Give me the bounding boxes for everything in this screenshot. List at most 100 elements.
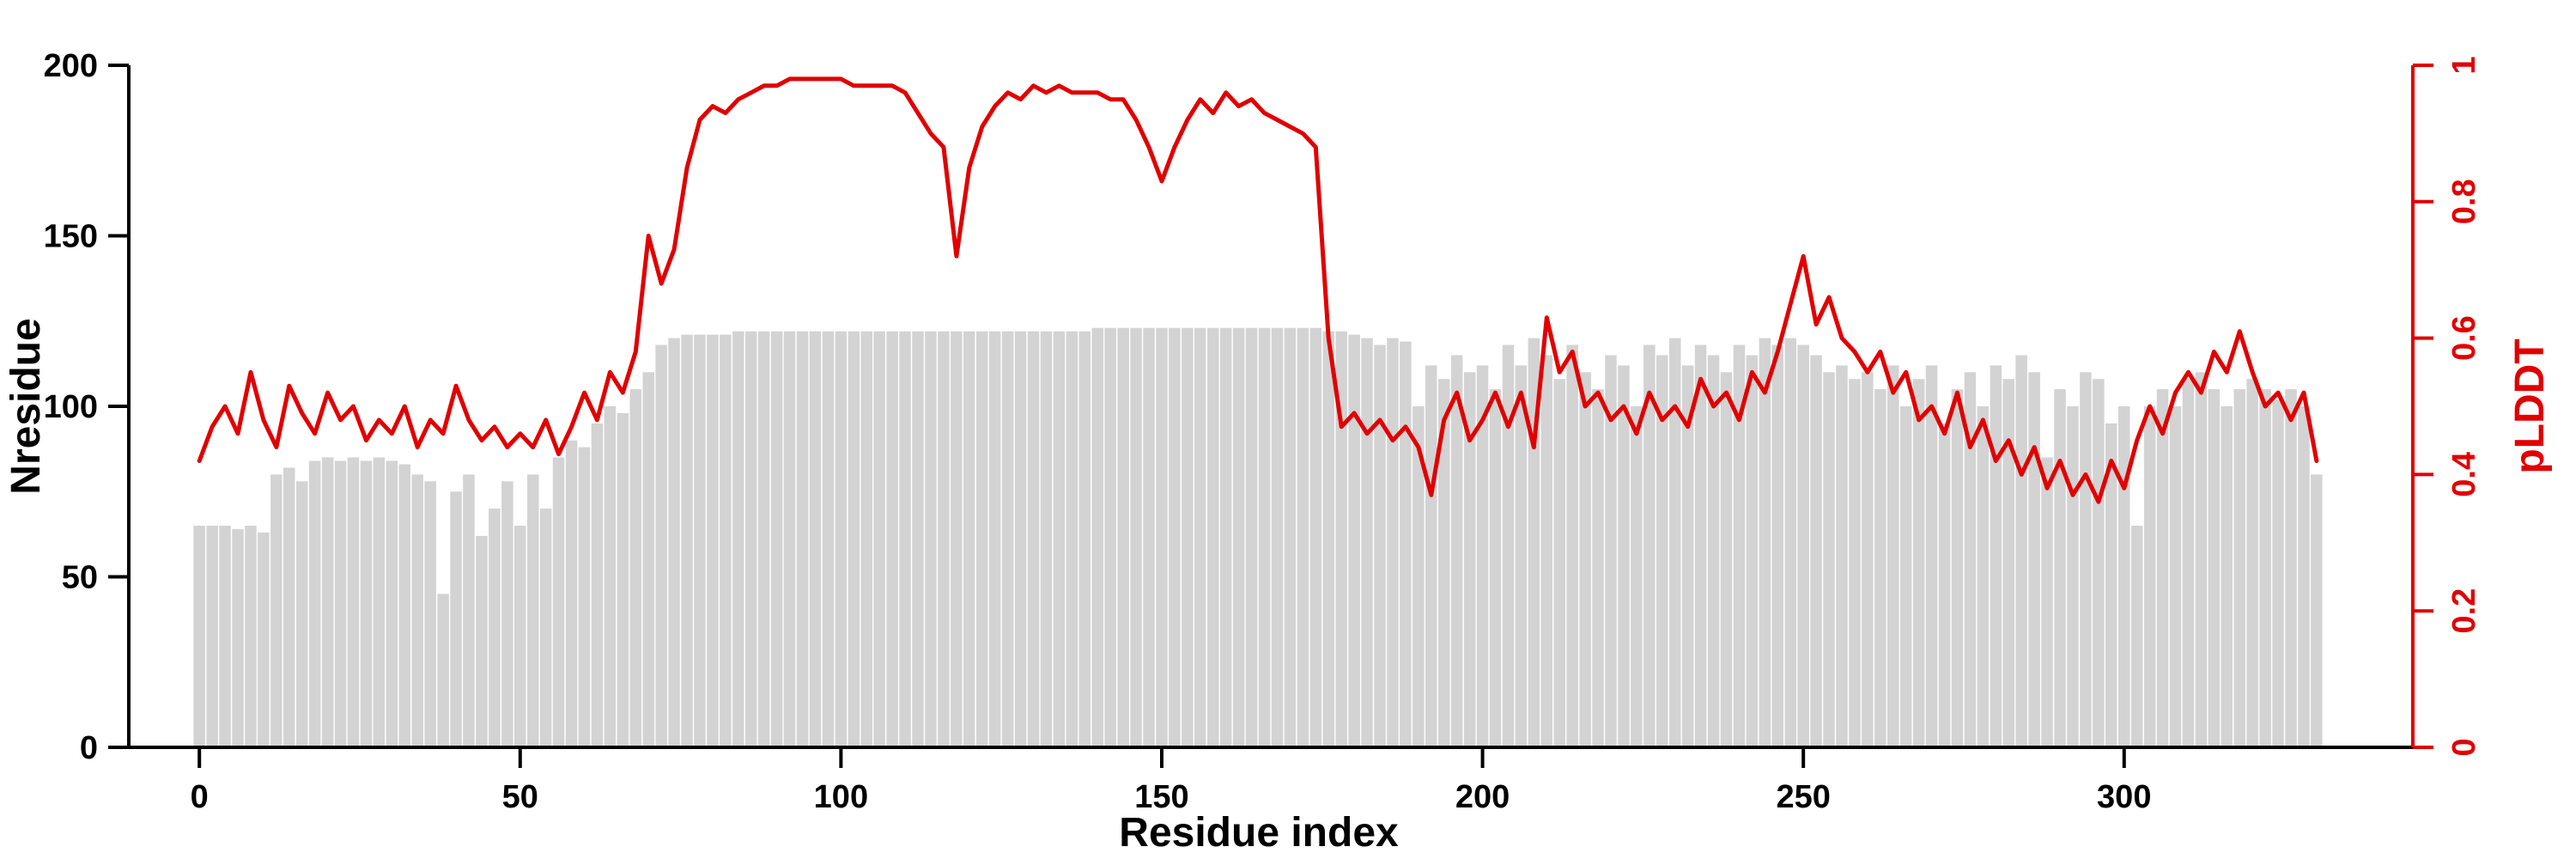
nresidue-bar	[2028, 372, 2040, 747]
nresidue-bar	[591, 423, 604, 747]
x-axis-ticks: 0 50 100 150 200 250 300	[191, 747, 2151, 815]
nresidue-bar	[604, 406, 617, 747]
nresidue-bar	[463, 474, 475, 747]
nresidue-bar	[1387, 338, 1399, 747]
nresidue-bar	[1605, 355, 1617, 747]
nresidue-bar	[1515, 365, 1528, 747]
nresidue-bar	[1425, 365, 1437, 747]
nresidue-bar	[258, 532, 270, 747]
nresidue-bar	[2233, 389, 2245, 747]
nresidue-bar	[1631, 406, 1643, 747]
y-right-axis-title: pLDDT	[2507, 338, 2553, 473]
nresidue-bar	[1091, 327, 1103, 747]
nresidue-bar	[2246, 379, 2258, 747]
nresidue-bar	[539, 509, 552, 747]
nresidue-bar	[1438, 379, 1450, 747]
nresidue-bar	[2259, 389, 2271, 747]
nresidue-bar	[2105, 423, 2117, 747]
nresidue-bar	[1836, 365, 1848, 747]
tick-label: 0.8	[2446, 179, 2482, 224]
nresidue-bar	[1849, 379, 1861, 747]
nresidue-bar	[770, 331, 783, 747]
nresidue-bar	[1348, 334, 1360, 747]
nresidue-bar	[1990, 365, 2002, 747]
nresidue-bar	[245, 526, 257, 747]
tick-label: 200	[1455, 779, 1510, 815]
nresidue-bar	[976, 331, 988, 747]
nresidue-bar	[476, 535, 488, 747]
nresidue-bar	[411, 474, 423, 747]
nresidue-bar	[2221, 406, 2233, 747]
nresidue-bar	[2182, 379, 2195, 747]
nresidue-bar	[835, 331, 848, 747]
nresidue-bar	[514, 526, 526, 747]
nresidue-bar	[1104, 327, 1116, 747]
nresidue-bar	[1746, 355, 1759, 747]
nresidue-bar	[1014, 331, 1027, 747]
nresidue-bar	[193, 526, 205, 747]
nresidue-bar	[1540, 355, 1552, 747]
nresidue-bar	[437, 594, 449, 747]
nresidue-bar	[1759, 338, 1771, 747]
nresidue-bar	[2272, 399, 2284, 747]
nresidue-bar	[321, 457, 334, 747]
nresidue-bar	[1053, 331, 1066, 747]
y-left-axis-title: Nresidue	[3, 318, 49, 494]
nresidue-bar	[848, 331, 860, 747]
nresidue-bar	[642, 372, 654, 747]
nresidue-bar	[617, 412, 629, 747]
nresidue-bar	[219, 526, 231, 747]
nresidue-bar	[373, 457, 386, 747]
nresidue-bar	[1823, 372, 1835, 747]
nresidue-bar	[757, 331, 770, 747]
nresidue-bar	[2298, 406, 2310, 747]
nresidue-bar	[1335, 331, 1347, 747]
nresidue-bar	[707, 334, 719, 747]
y-right-axis-ticks: 0 0.2 0.4 0.6 0.8 1	[2413, 56, 2482, 757]
nresidue-bar	[552, 457, 565, 747]
nresidue-bar	[1219, 327, 1232, 747]
nresidue-bar	[1040, 331, 1053, 747]
nresidue-bar	[668, 338, 680, 747]
nresidue-bar	[1899, 406, 1912, 747]
tick-label: 250	[1776, 779, 1830, 815]
nresidue-bar	[1784, 338, 1796, 747]
nresidue-bar	[1925, 365, 1938, 747]
nresidue-bar	[1207, 327, 1219, 747]
nresidue-bar	[1669, 338, 1681, 747]
nresidue-bar	[2093, 379, 2105, 747]
nresidue-bar	[386, 460, 398, 747]
plddt-line	[197, 76, 2319, 504]
tick-label: 100	[44, 389, 98, 425]
nresidue-bar	[347, 457, 360, 747]
nresidue-bar	[1400, 341, 1412, 747]
nresidue-bar	[1592, 389, 1604, 747]
nresidue-bar	[1309, 327, 1321, 747]
nresidue-bar	[2067, 406, 2079, 747]
nresidue-bar	[1117, 327, 1129, 747]
nresidue-bar	[988, 331, 1001, 747]
nresidue-bar	[899, 331, 911, 747]
nresidue-bar	[1553, 379, 1565, 747]
nresidue-bar	[1066, 331, 1078, 747]
nresidue-bar	[2156, 389, 2169, 747]
nresidue-bar	[1322, 331, 1334, 747]
nresidue-bar	[1182, 327, 1194, 747]
nresidue-bar	[1656, 355, 1668, 747]
tick-label: 0	[2446, 738, 2482, 756]
nresidue-bar	[232, 528, 244, 747]
nresidue-bar	[1951, 389, 1964, 747]
nresidue-bar	[489, 509, 501, 747]
nresidue-bar	[1720, 372, 1733, 747]
nresidue-bar	[527, 474, 539, 747]
tick-label: 150	[1134, 779, 1188, 815]
nresidue-bar	[565, 440, 578, 747]
nresidue-bar	[334, 460, 347, 747]
nresidue-bar	[1643, 344, 1656, 747]
nresidue-bar	[720, 334, 732, 747]
nresidue-bar	[1476, 365, 1489, 747]
nresidue-bar	[1694, 344, 1707, 747]
nresidue-bar	[822, 331, 835, 747]
nresidue-bar	[938, 331, 950, 747]
